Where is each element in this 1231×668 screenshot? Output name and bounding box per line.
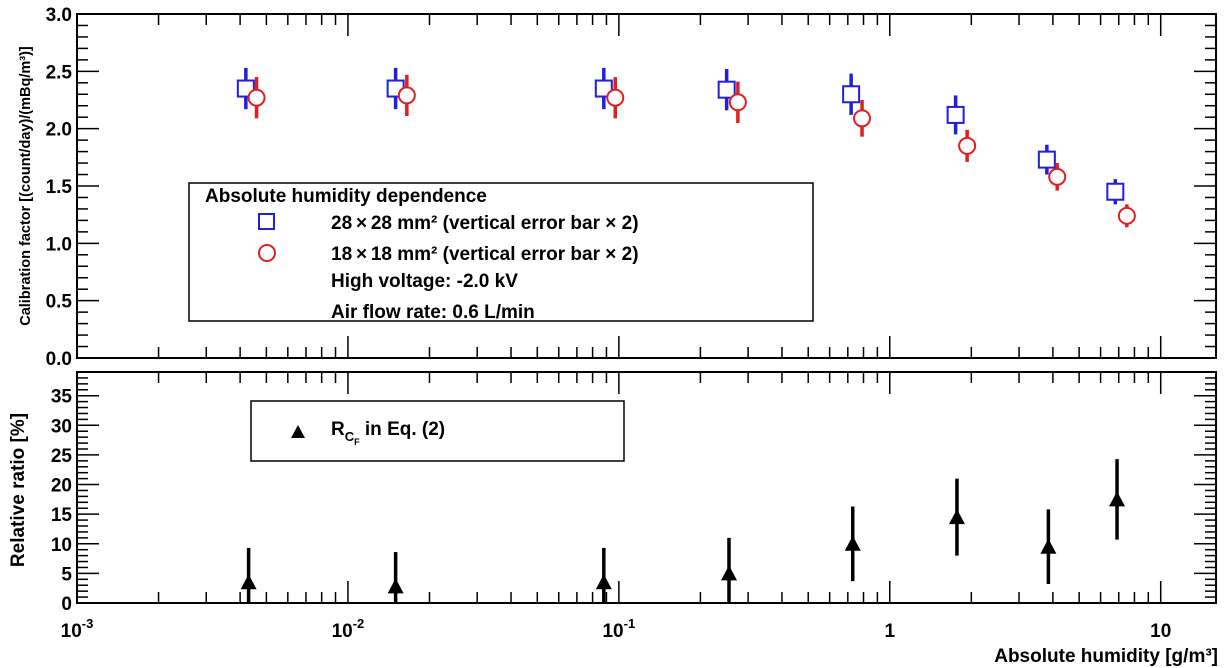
- bottom-y-axis-label: Relative ratio [%]: [8, 413, 29, 567]
- y-tick-label: 20: [51, 476, 72, 497]
- data-point-circle: [728, 93, 747, 112]
- legend-air-flow: Air flow rate: 0.6 L/min: [331, 302, 535, 323]
- bottom-legend-box: [250, 400, 625, 462]
- data-point-square: [594, 79, 613, 98]
- data-point-square: [717, 80, 736, 99]
- bottom-panel: 0 5 10 15 20 25 30 35 10-3 10-2 10-1 1 10 Relative …: [8, 371, 1218, 667]
- top-series: [236, 67, 1136, 228]
- x-tick-label: 10-2: [332, 616, 365, 642]
- y-tick-label: 15: [51, 505, 73, 526]
- data-point-triangle: [387, 578, 404, 594]
- rcf-rest: in Eq. (2): [360, 419, 446, 440]
- bottom-y-axis: 0 5 10 15 20 25 30 35: [51, 371, 1216, 615]
- top-x-ticks: [76, 14, 1162, 358]
- y-tick-label: 2.0: [46, 120, 72, 141]
- legend-header: Absolute humidity dependence: [205, 186, 487, 207]
- y-tick-label: 3.0: [46, 5, 72, 26]
- data-point-triangle: [720, 565, 737, 581]
- top-y-axis: 0.0 0.5 1.0 1.5 2.0 2.5 3.0: [46, 5, 1216, 370]
- x-tick-label: 10: [1150, 621, 1171, 642]
- legend-square-marker: [258, 213, 275, 230]
- x-axis-label: Absolute humidity [g/m³]: [994, 646, 1218, 667]
- y-tick-label: 30: [51, 416, 72, 437]
- top-panel: 0.0 0.5 1.0 1.5 2.0 2.5 3.0 Calibration factor…: [18, 5, 1217, 370]
- data-point-circle: [1117, 206, 1136, 225]
- data-point-square: [1037, 150, 1056, 169]
- rcf-sub: C: [345, 429, 355, 444]
- bottom-x-axis: 10-3 10-2 10-1 1 10: [61, 372, 1171, 642]
- y-tick-label: 0: [61, 594, 72, 615]
- x-tick-label: 10-3: [61, 616, 94, 642]
- legend-series-2-label: 18 × 18 mm² (vertical error bar × 2): [331, 244, 639, 265]
- data-point-circle: [247, 88, 266, 107]
- legend-triangle-marker: [291, 425, 305, 438]
- y-tick-label: 0.0: [46, 349, 72, 370]
- top-legend: Absolute humidity dependence 28 × 28 mm²…: [188, 182, 814, 323]
- data-point-square: [946, 105, 965, 124]
- data-point-circle: [853, 109, 872, 128]
- top-y-axis-label: Calibration factor [(count/day)/(mBq/m³)…: [18, 46, 34, 326]
- data-point-triangle: [595, 574, 612, 590]
- legend-rcf-label: RCF in Eq. (2): [331, 419, 445, 447]
- data-point-circle: [1048, 167, 1067, 186]
- data-point-triangle: [948, 509, 965, 525]
- data-point-circle: [397, 86, 416, 105]
- data-point-triangle: [1040, 538, 1057, 554]
- y-tick-label: 2.5: [46, 62, 73, 83]
- top-legend-box: [188, 182, 814, 322]
- data-point-triangle: [1109, 491, 1126, 507]
- legend-series-1-label: 28 × 28 mm² (vertical error bar × 2): [331, 213, 639, 234]
- data-point-circle: [958, 136, 977, 155]
- data-point-square: [1106, 182, 1125, 201]
- legend-circle-marker: [258, 244, 276, 262]
- y-tick-label: 5: [61, 564, 72, 585]
- bottom-legend: RCF in Eq. (2): [250, 400, 625, 462]
- x-tick-label: 1: [884, 621, 895, 642]
- y-tick-label: 1.0: [46, 234, 72, 255]
- y-tick-label: 10: [51, 535, 72, 556]
- bottom-plot-frame: [76, 371, 1217, 604]
- y-tick-label: 0.5: [46, 292, 73, 313]
- x-tick-label: 10-1: [602, 616, 635, 642]
- data-point-triangle: [844, 535, 861, 551]
- y-tick-label: 1.5: [46, 177, 73, 198]
- data-point-circle: [606, 88, 625, 107]
- rcf-base: R: [331, 419, 345, 440]
- bottom-series: [240, 459, 1126, 603]
- data-point-triangle: [240, 574, 257, 590]
- data-point-square: [842, 85, 861, 104]
- y-tick-label: 35: [51, 387, 73, 408]
- rcf-subsub: F: [354, 437, 360, 447]
- y-tick-label: 25: [51, 446, 73, 467]
- legend-high-voltage: High voltage: -2.0 kV: [331, 271, 518, 292]
